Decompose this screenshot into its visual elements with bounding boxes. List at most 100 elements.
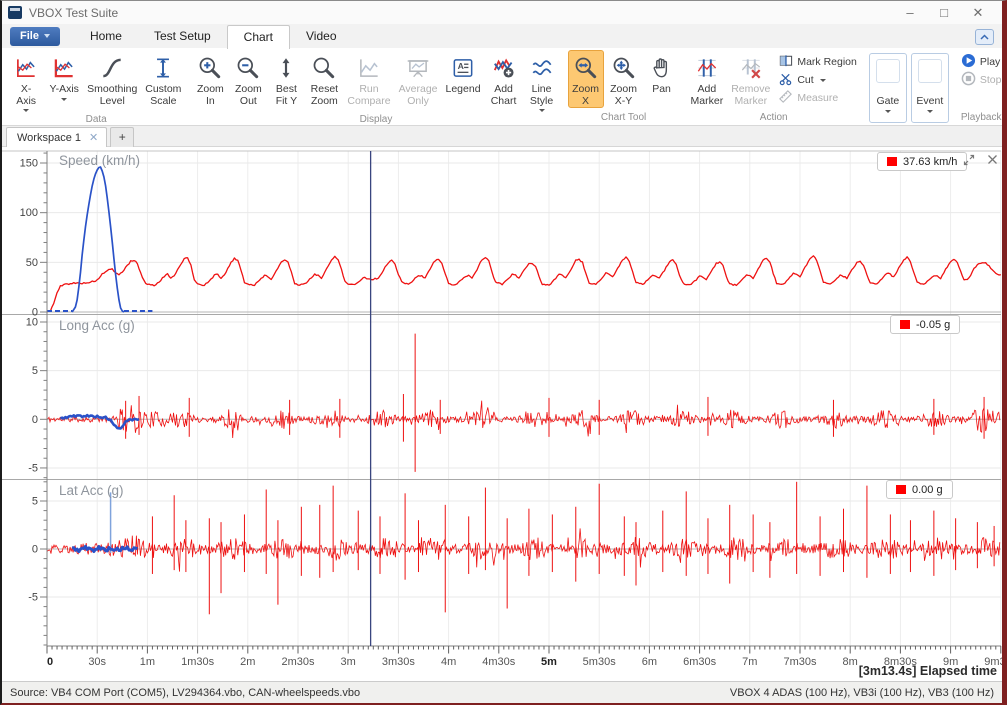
- ribbon-group-data: X-Axis Y-Axis Smoothing Level Custom Scale D…: [6, 50, 186, 125]
- best-fit-y-label: Best Fit Y: [275, 83, 298, 107]
- ribbon-toolbar: X-Axis Y-Axis Smoothing Level Custom Scale D…: [2, 48, 1002, 126]
- zoom-out-icon: [233, 53, 263, 83]
- svg-text:1m: 1m: [140, 656, 155, 668]
- svg-text:7m: 7m: [742, 656, 757, 668]
- ribbon-group-label: Action: [759, 112, 788, 123]
- add-marker-button[interactable]: Add Marker: [688, 50, 727, 108]
- legend-swatch-red: [900, 320, 910, 329]
- pan-label: Pan: [652, 83, 671, 95]
- collapse-ribbon-button[interactable]: [975, 29, 994, 45]
- zoom-out-button[interactable]: Zoom Out: [230, 50, 266, 108]
- close-chart-icon[interactable]: [987, 154, 998, 165]
- svg-text:7m30s: 7m30s: [783, 656, 817, 668]
- reset-zoom-button[interactable]: Reset Zoom: [306, 50, 342, 108]
- maximize-button[interactable]: □: [940, 4, 948, 20]
- svg-text:-5: -5: [28, 462, 38, 474]
- dropdown-caret-icon: [538, 109, 545, 112]
- workspace-tab[interactable]: Workspace 1 ✕: [6, 127, 108, 147]
- ribbon-group-action: Add Marker Remove Marker Mark Region Cut Mea…: [686, 50, 862, 125]
- measure-button: Measure: [774, 89, 861, 107]
- svg-text:150: 150: [20, 158, 38, 170]
- mark-region-label: Mark Region: [797, 56, 857, 68]
- zoom-in-button[interactable]: Zoom In: [192, 50, 228, 108]
- best-fit-y-button[interactable]: Best Fit Y: [268, 50, 304, 108]
- mark-region-button[interactable]: Mark Region: [774, 53, 861, 71]
- svg-text:30s: 30s: [88, 656, 106, 668]
- play-button[interactable]: Play: [957, 53, 1002, 71]
- dropdown-caret-icon: [884, 110, 891, 113]
- workspace-tab-label: Workspace 1: [17, 131, 81, 144]
- y-axis-button[interactable]: Y-Axis: [46, 50, 82, 102]
- workspace-tab-close-icon[interactable]: ✕: [89, 132, 99, 144]
- svg-text:0: 0: [32, 414, 38, 426]
- legend-long-acc[interactable]: -0.05 g: [890, 315, 961, 334]
- chart-canvas[interactable]: 150 100 50 0 10 5 0 -5 5 0 -5 0 30s 1m 1m30s 2m 2m30s 3m 3…: [2, 147, 1002, 681]
- file-menu-label: File: [20, 30, 39, 42]
- x-axis-button[interactable]: X-Axis: [8, 50, 44, 113]
- add-chart-button[interactable]: Add Chart: [486, 50, 522, 108]
- event-icon: [917, 59, 942, 83]
- x-axis-icon: [11, 53, 41, 83]
- svg-text:2m: 2m: [240, 656, 255, 668]
- remove-marker-button: Remove Marker: [728, 50, 773, 108]
- cut-button[interactable]: Cut: [774, 71, 861, 89]
- legend-swatch-red: [887, 157, 897, 166]
- legend-lat-acc[interactable]: 0.00 g: [886, 480, 953, 499]
- mark-region-icon: [778, 53, 793, 71]
- line-style-icon: [527, 53, 557, 83]
- svg-text:9m30s: 9m30s: [984, 656, 1002, 668]
- run-compare-button: Run Compare: [344, 50, 393, 108]
- dropdown-caret-icon: [61, 97, 68, 101]
- dropdown-caret-icon: [926, 110, 933, 113]
- add-marker-label: Add Marker: [690, 83, 724, 107]
- tab-home[interactable]: Home: [89, 29, 122, 43]
- svg-text:5m: 5m: [541, 656, 557, 668]
- remove-marker-icon: [736, 53, 766, 83]
- pan-icon: [647, 53, 677, 83]
- svg-text:5m30s: 5m30s: [583, 656, 617, 668]
- svg-text:100: 100: [20, 207, 38, 219]
- svg-text:0: 0: [32, 544, 38, 556]
- svg-text:50: 50: [26, 257, 38, 269]
- legend-value-lat-acc: 0.00 g: [912, 483, 943, 496]
- ribbon-group-label: Data: [85, 114, 107, 125]
- stop-label: Stop: [979, 74, 1002, 86]
- pan-button[interactable]: Pan: [644, 50, 680, 97]
- legend-button[interactable]: A Legend: [443, 50, 484, 97]
- menu-tab-row: File Home Test Setup Chart Video: [2, 24, 1002, 49]
- gate-button[interactable]: Gate: [868, 53, 907, 123]
- legend-speed[interactable]: 37.63 km/h: [877, 152, 968, 171]
- line-style-button[interactable]: Line Style: [524, 50, 560, 113]
- minimize-button[interactable]: –: [906, 4, 914, 20]
- dropdown-caret-icon: [23, 109, 30, 112]
- svg-text:3m30s: 3m30s: [382, 656, 416, 668]
- svg-text:-5: -5: [28, 592, 38, 604]
- svg-text:1m30s: 1m30s: [181, 656, 215, 668]
- reset-zoom-label: Reset Zoom: [310, 83, 339, 107]
- legend-value-speed: 37.63 km/h: [903, 155, 958, 168]
- zoom-x-button[interactable]: Zoom X: [567, 50, 604, 108]
- tab-chart[interactable]: Chart: [226, 25, 291, 49]
- smoothing-level-button[interactable]: Smoothing Level: [84, 50, 140, 108]
- zoom-out-label: Zoom Out: [234, 83, 262, 107]
- ribbon-group-misc: Gate Event: [866, 50, 952, 125]
- legend-swatch-red: [896, 485, 906, 494]
- stop-button: Stop: [957, 71, 1002, 89]
- zoom-xy-button[interactable]: Zoom X-Y: [606, 50, 642, 108]
- dropdown-caret-icon: [819, 78, 826, 82]
- expand-chart-icon[interactable]: [963, 154, 975, 166]
- close-button[interactable]: ✕: [972, 4, 984, 20]
- chart-title-lat-acc: Lat Acc (g): [59, 483, 124, 498]
- tab-test-setup[interactable]: Test Setup: [153, 29, 211, 43]
- line-style-label: Line Style: [529, 83, 554, 107]
- measure-icon: [778, 89, 793, 107]
- event-button[interactable]: Event: [910, 53, 949, 123]
- title-bar: VBOX Test Suite – □ ✕: [2, 1, 1002, 24]
- tab-video[interactable]: Video: [306, 29, 337, 43]
- file-menu-button[interactable]: File: [10, 27, 60, 46]
- custom-scale-button[interactable]: Custom Scale: [142, 50, 184, 108]
- smoothing-level-label: Smoothing Level: [87, 83, 138, 107]
- measure-label: Measure: [797, 92, 839, 104]
- add-workspace-button[interactable]: +: [110, 127, 135, 147]
